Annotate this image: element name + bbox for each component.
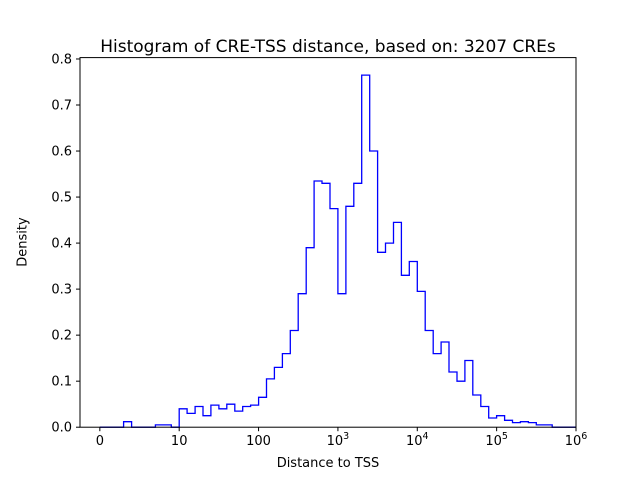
y-tick-label: 0.7 (51, 99, 72, 114)
y-tick-label: 0.8 (51, 52, 72, 67)
y-tick-label: 0.2 (51, 329, 72, 344)
y-axis-label: Density (15, 217, 31, 267)
x-tick-label: 104 (406, 431, 429, 449)
y-tick-label: 0.0 (51, 421, 72, 436)
y-tick-label: 0.3 (51, 283, 72, 298)
y-tick-label: 0.1 (51, 375, 72, 390)
x-tick-label: 105 (485, 431, 508, 449)
x-tick-label: 103 (327, 431, 350, 449)
y-tick-label: 0.5 (51, 191, 72, 206)
x-tick-label: 106 (565, 431, 588, 449)
y-tick-label: 0.4 (51, 237, 72, 252)
y-tick-label: 0.6 (51, 145, 72, 160)
histogram-step-line (99, 74, 576, 428)
x-axis-label: Distance to TSS (276, 456, 380, 471)
plot-frame (79, 57, 577, 428)
chart-title: Histogram of CRE-TSS distance, based on:… (100, 37, 556, 57)
x-tick-label: 10 (171, 434, 188, 449)
x-tick-label: 0 (96, 434, 104, 449)
x-tick-label: 100 (246, 434, 271, 449)
